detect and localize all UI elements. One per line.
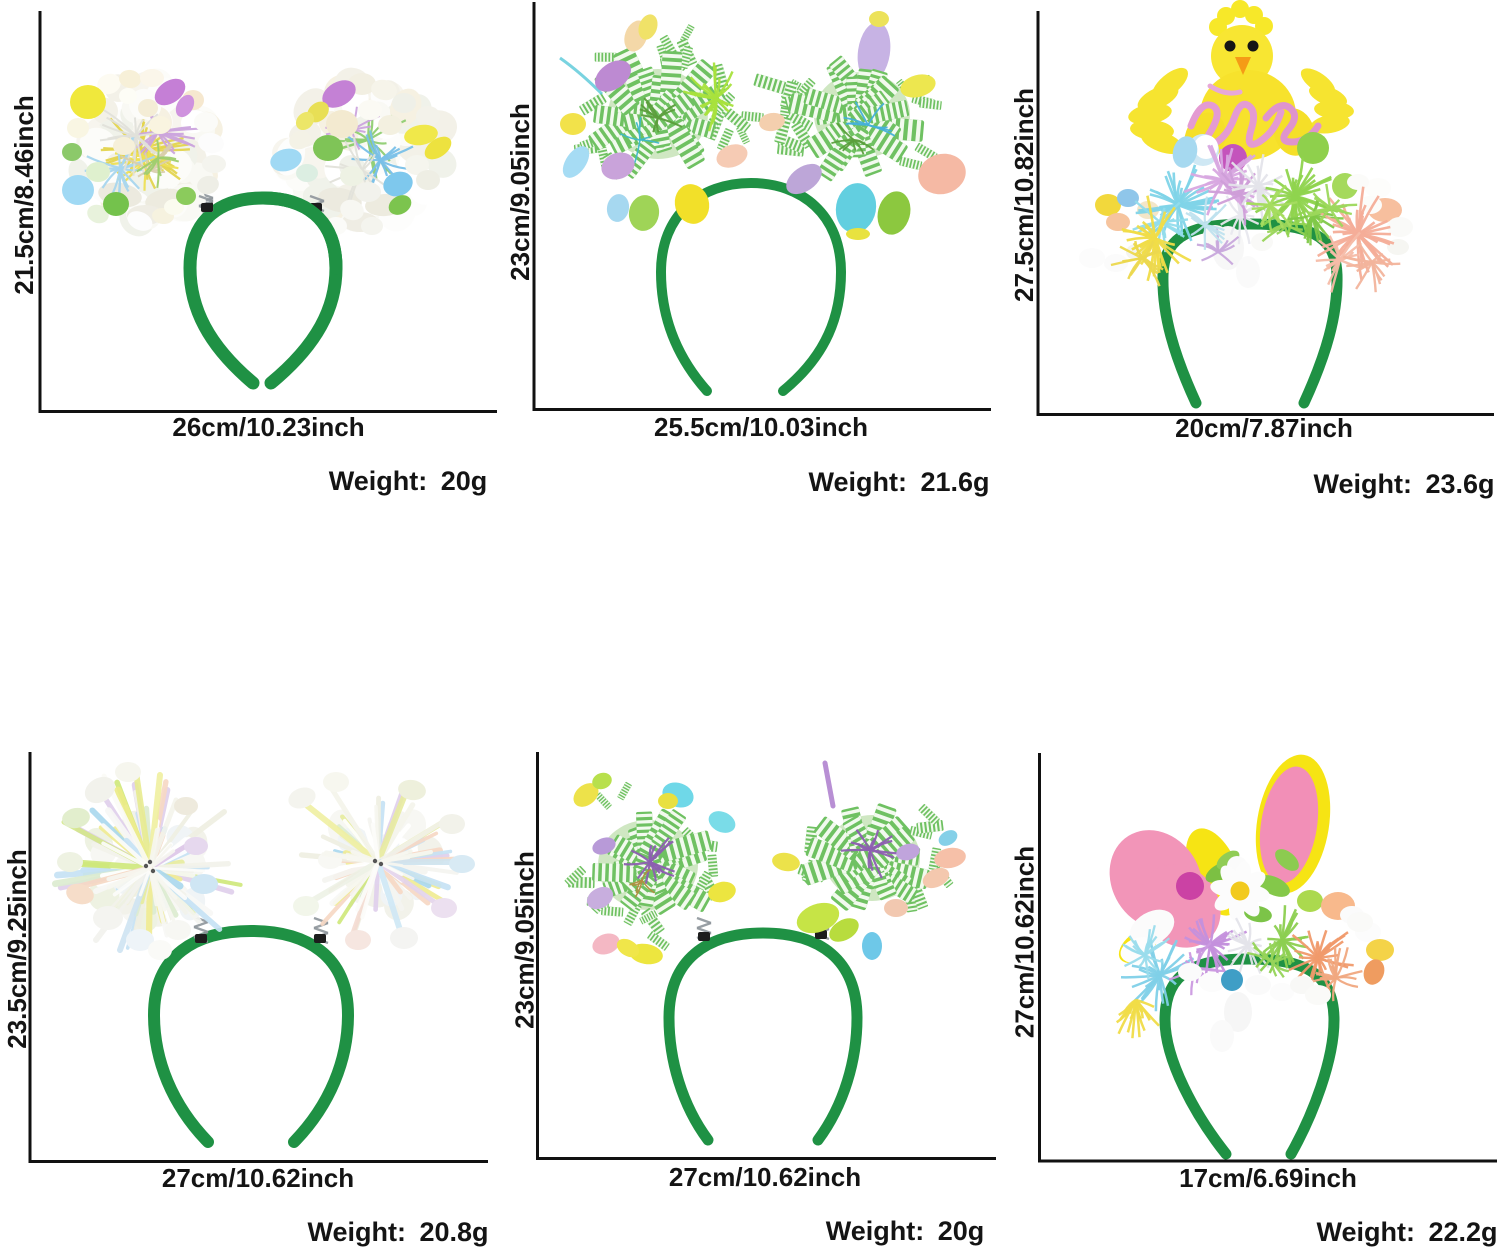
svg-text:Weight: 20g: Weight: 20g: [826, 1216, 985, 1246]
svg-text:23cm/9.05inch: 23cm/9.05inch: [505, 103, 535, 281]
svg-text:27cm/10.62inch: 27cm/10.62inch: [669, 1162, 861, 1192]
svg-text:21.5cm/8.46inch: 21.5cm/8.46inch: [9, 95, 39, 294]
svg-text:27.5cm/10.82inch: 27.5cm/10.82inch: [1009, 88, 1039, 302]
svg-text:Weight: 21.6g: Weight: 21.6g: [808, 467, 989, 497]
svg-text:23.5cm/9.25inch: 23.5cm/9.25inch: [2, 849, 32, 1048]
svg-text:27cm/10.62inch: 27cm/10.62inch: [1010, 846, 1040, 1038]
svg-text:Weight: 20g: Weight: 20g: [329, 466, 488, 496]
svg-text:25.5cm/10.03inch: 25.5cm/10.03inch: [654, 412, 868, 442]
svg-text:17cm/6.69inch: 17cm/6.69inch: [1179, 1163, 1357, 1193]
svg-text:Weight: 23.6g: Weight: 23.6g: [1313, 469, 1494, 499]
svg-text:Weight: 20.8g: Weight: 20.8g: [307, 1217, 488, 1247]
svg-text:20cm/7.87inch: 20cm/7.87inch: [1175, 413, 1353, 443]
svg-text:26cm/10.23inch: 26cm/10.23inch: [172, 412, 364, 442]
svg-text:Weight: 22.2g: Weight: 22.2g: [1316, 1217, 1497, 1247]
svg-text:23cm/9.05inch: 23cm/9.05inch: [510, 851, 540, 1029]
svg-text:27cm/10.62inch: 27cm/10.62inch: [162, 1163, 354, 1193]
